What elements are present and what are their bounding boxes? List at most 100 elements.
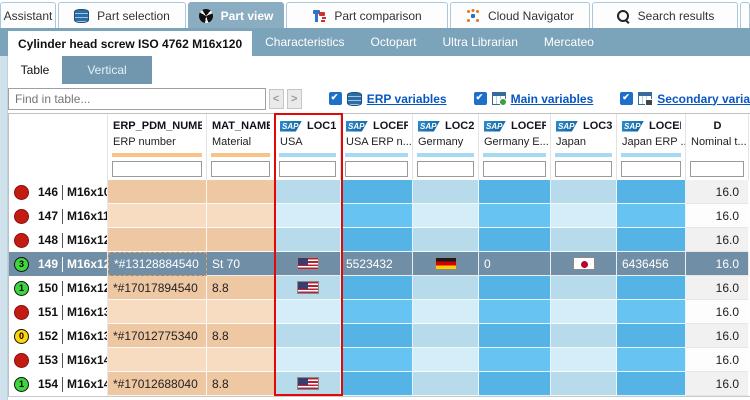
cell-locerp1-row-146[interactable]	[341, 180, 413, 204]
cell-locerp3-row-151[interactable]	[617, 300, 686, 324]
cell-loc2-row-147[interactable]	[413, 204, 479, 228]
filter-input-d[interactable]	[690, 160, 744, 177]
column-header-LOCERP1[interactable]: SAPLOCERP1USA ERP n...	[341, 114, 413, 180]
filter-input-erp[interactable]	[112, 160, 202, 177]
cell-mat-row-147[interactable]	[207, 204, 275, 228]
cell-erp-row-154[interactable]: *#17012688040	[108, 372, 207, 396]
column-header-LOCERP2[interactable]: SAPLOCERP2Germany E...	[479, 114, 551, 180]
tab-part-selection[interactable]: Part selection	[58, 2, 186, 28]
cell-loc1-row-148[interactable]	[275, 228, 341, 252]
cell-erp-row-148[interactable]	[108, 228, 207, 252]
cell-mat-row-148[interactable]	[207, 228, 275, 252]
column-header-ERP_PDM_NUMBER[interactable]: ERP_PDM_NUMBERERP number	[108, 114, 207, 180]
subtab-part-document[interactable]: Cylinder head screw ISO 4762 M16x120	[8, 31, 253, 56]
cell-locerp1-row-153[interactable]	[341, 348, 413, 372]
erp-variables-link[interactable]: ERP variables	[366, 91, 447, 106]
cell-loc2-row-148[interactable]	[413, 228, 479, 252]
cell-locerp3-row-154[interactable]	[617, 372, 686, 396]
cell-loc1-row-152[interactable]	[275, 324, 341, 348]
cell-d-row-146[interactable]: 16.0	[686, 180, 749, 204]
cell-mat-row-149[interactable]: St 70	[207, 252, 275, 276]
row-header-146[interactable]: 146M16x100	[9, 180, 108, 204]
erp-variables-checkbox[interactable]	[328, 92, 342, 105]
cell-locerp2-row-151[interactable]	[479, 300, 551, 324]
cell-erp-row-150[interactable]: *#17017894540	[108, 276, 207, 300]
cell-loc1-row-147[interactable]	[275, 204, 341, 228]
row-header-154[interactable]: 1154M16x140	[9, 372, 108, 396]
cell-mat-row-152[interactable]: 8.8	[207, 324, 275, 348]
cell-erp-row-152[interactable]: *#17012775340	[108, 324, 207, 348]
cell-locerp3-row-149[interactable]: 6436456	[617, 252, 686, 276]
cell-loc2-row-146[interactable]	[413, 180, 479, 204]
find-in-table-input[interactable]	[8, 87, 266, 110]
cell-locerp1-row-152[interactable]	[341, 324, 413, 348]
subtab-ultra-librarian[interactable]: Ultra Librarian	[442, 35, 518, 49]
cell-d-row-151[interactable]: 16.0	[686, 300, 749, 324]
cell-mat-row-146[interactable]	[207, 180, 275, 204]
cell-d-row-150[interactable]: 16.0	[686, 276, 749, 300]
row-header-148[interactable]: 148M16x120	[9, 228, 108, 252]
cell-locerp2-row-152[interactable]	[479, 324, 551, 348]
cell-loc1-row-149[interactable]	[275, 252, 341, 276]
cell-locerp2-row-153[interactable]	[479, 348, 551, 372]
cell-locerp2-row-148[interactable]	[479, 228, 551, 252]
cell-loc2-row-150[interactable]	[413, 276, 479, 300]
tab-search-results[interactable]: Search results	[592, 2, 738, 28]
cell-locerp2-row-146[interactable]	[479, 180, 551, 204]
filter-input-loc3[interactable]	[555, 160, 612, 177]
cell-erp-row-147[interactable]	[108, 204, 207, 228]
cell-d-row-148[interactable]: 16.0	[686, 228, 749, 252]
column-header-LOCERP3[interactable]: SAPLOCERP3Japan ERP ...	[617, 114, 686, 180]
tab-cloud-navigator[interactable]: Cloud Navigator	[450, 2, 590, 28]
cell-locerp3-row-148[interactable]	[617, 228, 686, 252]
cell-d-row-152[interactable]: 16.0	[686, 324, 749, 348]
cell-loc3-row-154[interactable]	[551, 372, 617, 396]
subtab-octopart[interactable]: Octopart	[370, 35, 417, 49]
cell-loc2-row-152[interactable]	[413, 324, 479, 348]
view-tab-vertical[interactable]: Vertical	[62, 56, 152, 84]
subtab-characteristics[interactable]: Characteristics	[265, 35, 345, 49]
cell-loc1-row-153[interactable]	[275, 348, 341, 372]
row-header-147[interactable]: 147M16x110	[9, 204, 108, 228]
main-variables-link[interactable]: Main variables	[510, 91, 594, 106]
cell-loc2-row-149[interactable]	[413, 252, 479, 276]
cell-d-row-154[interactable]: 16.0	[686, 372, 749, 396]
cell-loc1-row-151[interactable]	[275, 300, 341, 324]
cell-locerp1-row-151[interactable]	[341, 300, 413, 324]
cell-loc1-row-146[interactable]	[275, 180, 341, 204]
column-header-LOC1[interactable]: SAP LOC1 USA	[275, 114, 341, 180]
filter-input-locerp2[interactable]	[483, 160, 546, 177]
cell-locerp3-row-147[interactable]	[617, 204, 686, 228]
cell-locerp2-row-147[interactable]	[479, 204, 551, 228]
cell-locerp3-row-153[interactable]	[617, 348, 686, 372]
cell-loc1-row-154[interactable]	[275, 372, 341, 396]
cell-locerp1-row-148[interactable]	[341, 228, 413, 252]
column-header-D[interactable]: D Nominal t...	[686, 114, 749, 180]
cell-loc2-row-154[interactable]	[413, 372, 479, 396]
cell-erp-row-151[interactable]	[108, 300, 207, 324]
cell-locerp3-row-146[interactable]	[617, 180, 686, 204]
cell-loc2-row-153[interactable]	[413, 348, 479, 372]
cell-loc3-row-150[interactable]	[551, 276, 617, 300]
cell-locerp3-row-152[interactable]	[617, 324, 686, 348]
cell-loc3-row-152[interactable]	[551, 324, 617, 348]
filter-input-locerp3[interactable]	[621, 160, 681, 177]
cell-loc1-row-150[interactable]	[275, 276, 341, 300]
column-header-LOC2[interactable]: SAP LOC2 Germany	[413, 114, 479, 180]
cell-d-row-147[interactable]: 16.0	[686, 204, 749, 228]
filter-input-locerp1[interactable]	[345, 160, 408, 177]
cell-locerp2-row-150[interactable]	[479, 276, 551, 300]
tab-part-view[interactable]: Part view	[188, 2, 284, 28]
cell-mat-row-154[interactable]: 8.8	[207, 372, 275, 396]
cell-d-row-153[interactable]: 16.0	[686, 348, 749, 372]
row-header-150[interactable]: 1150M16x125	[9, 276, 108, 300]
row-header-151[interactable]: 151M16x130	[9, 300, 108, 324]
cell-erp-row-153[interactable]	[108, 348, 207, 372]
find-next-button[interactable]: >	[286, 88, 302, 109]
cell-erp-row-146[interactable]	[108, 180, 207, 204]
filter-input-mat[interactable]	[211, 160, 270, 177]
cell-loc3-row-153[interactable]	[551, 348, 617, 372]
main-variables-checkbox[interactable]	[473, 92, 487, 105]
cell-loc3-row-151[interactable]	[551, 300, 617, 324]
cell-locerp1-row-150[interactable]	[341, 276, 413, 300]
